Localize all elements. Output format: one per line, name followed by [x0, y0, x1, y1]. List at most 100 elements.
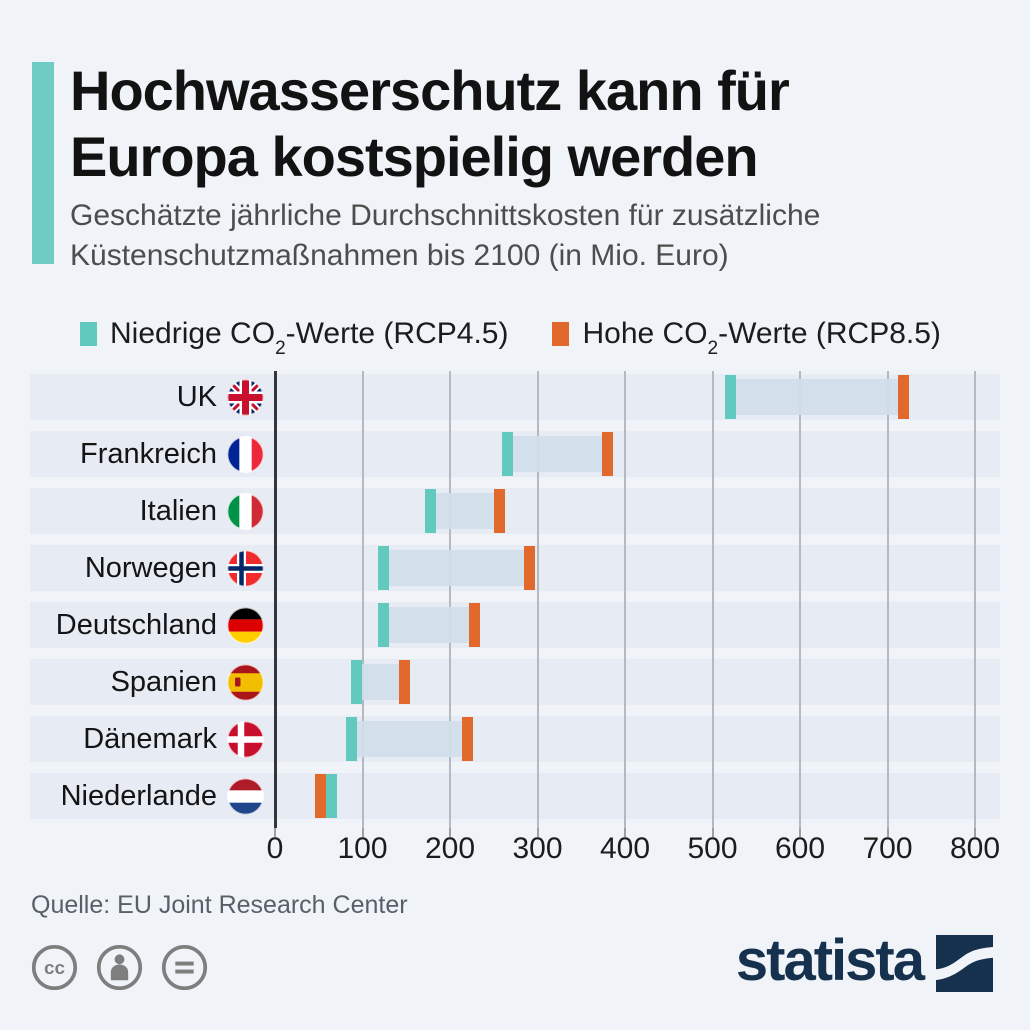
range-band-italy	[430, 493, 500, 529]
x-tick-label-700: 700	[862, 832, 913, 865]
gridline-200	[449, 371, 451, 828]
tick-mark-700	[886, 828, 889, 837]
marker-high-co2-uk	[897, 375, 909, 419]
marker-low-co2-uk	[724, 375, 736, 419]
country-label-uk: UK	[176, 380, 217, 413]
tick-mark-200	[449, 828, 451, 837]
tick-mark-100	[361, 828, 364, 837]
license-cc-icon[interactable]: cc	[30, 943, 79, 992]
x-tick-label-800: 800	[949, 832, 1001, 865]
chart-legend: Niedrige CO2-Werte (RCP4.5) Hohe CO2-Wert…	[80, 312, 941, 359]
marker-high-co2-norway	[524, 546, 536, 590]
legend-swatch-icon	[552, 322, 570, 346]
gridline-100	[361, 371, 364, 828]
row-label-wrap: Norwegen	[30, 545, 264, 591]
gridline-400	[624, 371, 626, 828]
x-tick-label-400: 400	[599, 832, 651, 865]
y-axis-line	[274, 371, 277, 828]
range-band-denmark	[351, 721, 468, 757]
marker-high-co2-spain	[399, 660, 410, 704]
gridline-600	[799, 371, 801, 828]
license-nd-icon[interactable]	[160, 943, 209, 992]
marker-low-co2-italy	[425, 489, 437, 533]
statista-wordmark: statista	[735, 928, 925, 993]
legend-label: Niedrige CO2-Werte (RCP4.5)	[110, 317, 509, 359]
tick-mark-0	[274, 828, 276, 837]
statista-mark-icon	[936, 934, 993, 992]
legend-item-high-co2: Hohe CO2-Werte (RCP8.5)	[552, 317, 941, 359]
row-label-wrap: Niederlande	[30, 773, 264, 819]
country-label-norway: Norwegen	[84, 551, 217, 584]
marker-low-co2-spain	[350, 660, 362, 704]
netherlands-flag-icon	[227, 777, 264, 815]
title-line-1: Hochwasserschutz kann für	[70, 59, 790, 122]
row-label-wrap: Deutschland	[30, 602, 264, 648]
marker-high-co2-denmark	[462, 717, 473, 761]
range-band-germany	[383, 607, 475, 643]
license-by-icon[interactable]	[95, 943, 144, 992]
legend-item-low-co2: Niedrige CO2-Werte (RCP4.5)	[80, 317, 509, 359]
row-band-germany: Deutschland	[30, 602, 1000, 648]
uk-flag-icon	[227, 378, 264, 416]
license-icons: cc	[30, 943, 209, 992]
range-band-spain	[356, 664, 405, 700]
row-label-wrap: Italien	[30, 488, 264, 534]
statista-logo[interactable]: statista	[735, 928, 993, 993]
x-tick-label-300: 300	[512, 832, 563, 865]
spain-flag-icon	[227, 663, 264, 701]
country-label-france: Frankreich	[80, 437, 217, 470]
x-tick-label-200: 200	[424, 832, 476, 865]
marker-low-co2-norway	[378, 546, 389, 590]
marker-high-co2-italy	[494, 489, 506, 533]
country-label-spain: Spanien	[110, 665, 217, 698]
plot-area: UK Frankreich Italien Norwegen Deutschland Sp…	[30, 371, 1000, 881]
germany-flag-icon	[227, 606, 264, 644]
tick-mark-500	[711, 828, 714, 837]
marker-high-co2-netherlands	[315, 774, 326, 818]
marker-low-co2-netherlands	[325, 774, 337, 818]
country-label-italy: Italien	[139, 494, 217, 527]
x-tick-label-100: 100	[337, 832, 388, 865]
tick-mark-800	[974, 828, 976, 837]
source-text: Quelle: EU Joint Research Center	[31, 891, 408, 919]
range-band-uk	[730, 379, 904, 415]
country-label-denmark: Dänemark	[83, 722, 217, 755]
row-band-denmark: Dänemark	[30, 716, 1000, 762]
page-subtitle: Geschätzte jährliche Durchschnittskosten…	[70, 196, 990, 276]
legend-label: Hohe CO2-Werte (RCP8.5)	[582, 317, 941, 359]
denmark-flag-icon	[227, 720, 264, 758]
svg-text:cc: cc	[44, 958, 65, 979]
row-band-netherlands: Niederlande	[30, 773, 1000, 819]
subtitle-line-2: Küstenschutzmaßnahmen bis 2100 (in Mio. …	[70, 238, 729, 272]
marker-low-co2-france	[502, 432, 514, 476]
marker-low-co2-denmark	[345, 717, 357, 761]
tick-mark-600	[799, 828, 801, 837]
gridline-500	[711, 371, 714, 828]
country-label-netherlands: Niederlande	[60, 779, 217, 812]
row-label-wrap: Dänemark	[30, 716, 264, 762]
gridline-800	[974, 371, 976, 828]
x-tick-label-500: 500	[687, 832, 738, 865]
x-tick-label-0: 0	[266, 832, 284, 865]
row-label-wrap: Spanien	[30, 659, 264, 705]
row-label-wrap: UK	[30, 374, 264, 420]
legend-swatch-icon	[80, 322, 97, 346]
row-band-italy: Italien	[30, 488, 1000, 534]
italy-flag-icon	[227, 492, 264, 530]
france-flag-icon	[227, 435, 264, 473]
title-line-2: Europa kostspielig werden	[70, 125, 759, 189]
page-title: Hochwasserschutz kann für Europa kostspi…	[70, 58, 1000, 190]
norway-flag-icon	[227, 549, 264, 587]
row-label-wrap: Frankreich	[30, 431, 264, 477]
row-band-spain: Spanien	[30, 659, 1000, 705]
x-tick-label-600: 600	[774, 832, 826, 865]
tick-mark-300	[536, 828, 539, 837]
range-band-norway	[383, 550, 530, 586]
marker-high-co2-france	[602, 432, 613, 476]
marker-high-co2-germany	[469, 603, 480, 647]
subtitle-line-1: Geschätzte jährliche Durchschnittskosten…	[70, 199, 821, 232]
range-band-france	[507, 436, 608, 472]
marker-low-co2-germany	[378, 603, 389, 647]
gridline-700	[886, 371, 889, 828]
